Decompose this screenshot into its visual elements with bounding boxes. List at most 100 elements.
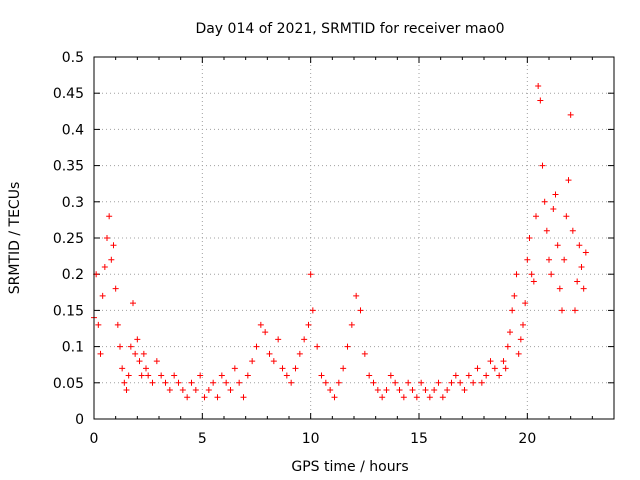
- data-point: [517, 336, 524, 343]
- data-point: [461, 387, 468, 394]
- y-tick-label: 0.4: [62, 122, 84, 138]
- data-point: [405, 379, 412, 386]
- data-point: [513, 271, 520, 278]
- data-point: [236, 379, 243, 386]
- data-point: [554, 242, 561, 249]
- data-point: [158, 372, 165, 379]
- data-point: [117, 343, 123, 350]
- data-point: [192, 387, 199, 394]
- data-points: [91, 82, 589, 401]
- data-point: [240, 394, 247, 401]
- data-point: [162, 379, 169, 386]
- chart-title: Day 014 of 2021, SRMTID for receiver mao…: [195, 21, 504, 37]
- data-point: [448, 379, 455, 386]
- data-point: [478, 379, 485, 386]
- data-point: [361, 350, 368, 357]
- x-axis-label: GPS time / hours: [291, 459, 408, 475]
- data-point: [327, 387, 334, 394]
- data-point: [184, 394, 191, 401]
- data-point: [444, 387, 451, 394]
- data-point: [314, 343, 321, 350]
- data-point: [305, 321, 312, 328]
- x-tick-label: 15: [410, 431, 428, 447]
- y-tick-label: 0.25: [53, 231, 84, 247]
- data-point: [370, 379, 377, 386]
- data-point: [231, 365, 238, 372]
- data-point: [104, 235, 110, 241]
- x-tick-label: 0: [90, 431, 99, 447]
- data-point: [550, 206, 557, 213]
- data-point: [559, 307, 565, 314]
- data-point: [145, 372, 152, 379]
- data-point: [541, 198, 548, 205]
- data-point: [431, 387, 438, 394]
- data-point: [465, 372, 472, 379]
- data-point: [266, 350, 273, 357]
- data-point: [205, 387, 212, 394]
- data-point: [561, 256, 568, 263]
- data-point: [335, 379, 342, 386]
- y-tick-label: 0.3: [62, 195, 84, 211]
- data-point: [283, 372, 290, 379]
- data-point: [582, 249, 589, 256]
- data-point: [262, 329, 269, 336]
- data-point: [218, 372, 225, 379]
- data-point: [114, 321, 121, 328]
- data-point: [524, 256, 531, 263]
- data-point: [533, 213, 539, 220]
- data-point: [112, 285, 119, 292]
- y-tick-label: 0.5: [62, 50, 84, 66]
- data-point: [580, 285, 587, 292]
- data-point: [353, 292, 360, 299]
- data-point: [171, 372, 178, 379]
- data-point: [136, 358, 143, 365]
- data-point: [576, 242, 583, 249]
- data-point: [511, 292, 518, 299]
- y-tick-label: 0: [75, 412, 84, 428]
- data-point: [548, 271, 555, 278]
- data-point: [387, 372, 394, 379]
- data-point: [400, 394, 407, 401]
- data-point: [500, 358, 507, 365]
- data-point: [132, 350, 139, 357]
- data-point: [552, 191, 559, 198]
- data-point: [175, 379, 182, 386]
- data-point: [201, 394, 208, 401]
- data-point: [572, 307, 578, 314]
- x-tick-label: 20: [518, 431, 536, 447]
- y-tick-label: 0.15: [53, 303, 84, 319]
- data-point: [563, 213, 570, 220]
- y-axis-label: SRMTID / TECUs: [7, 182, 23, 295]
- data-point: [567, 111, 574, 118]
- data-point: [439, 394, 446, 401]
- data-point: [123, 387, 130, 394]
- data-point: [422, 387, 429, 394]
- data-point: [143, 365, 149, 372]
- data-point: [379, 394, 386, 401]
- data-point: [134, 336, 141, 343]
- data-point: [307, 271, 314, 278]
- data-point: [110, 242, 117, 249]
- data-point: [556, 285, 563, 292]
- data-point: [526, 235, 533, 241]
- data-point: [253, 343, 260, 350]
- data-point: [483, 372, 490, 379]
- data-point: [357, 307, 364, 314]
- x-tick-label: 5: [198, 431, 207, 447]
- data-point: [574, 278, 581, 285]
- data-point: [452, 372, 459, 379]
- data-point: [153, 358, 160, 365]
- data-point: [509, 307, 516, 314]
- data-point: [578, 263, 585, 270]
- data-point: [340, 365, 347, 372]
- data-point: [537, 97, 544, 104]
- data-point: [138, 372, 145, 379]
- data-point: [257, 321, 264, 328]
- data-point: [530, 278, 537, 285]
- data-point: [97, 350, 104, 357]
- data-point: [214, 394, 221, 401]
- data-point: [249, 358, 256, 365]
- data-point: [546, 256, 552, 263]
- data-point: [101, 263, 108, 270]
